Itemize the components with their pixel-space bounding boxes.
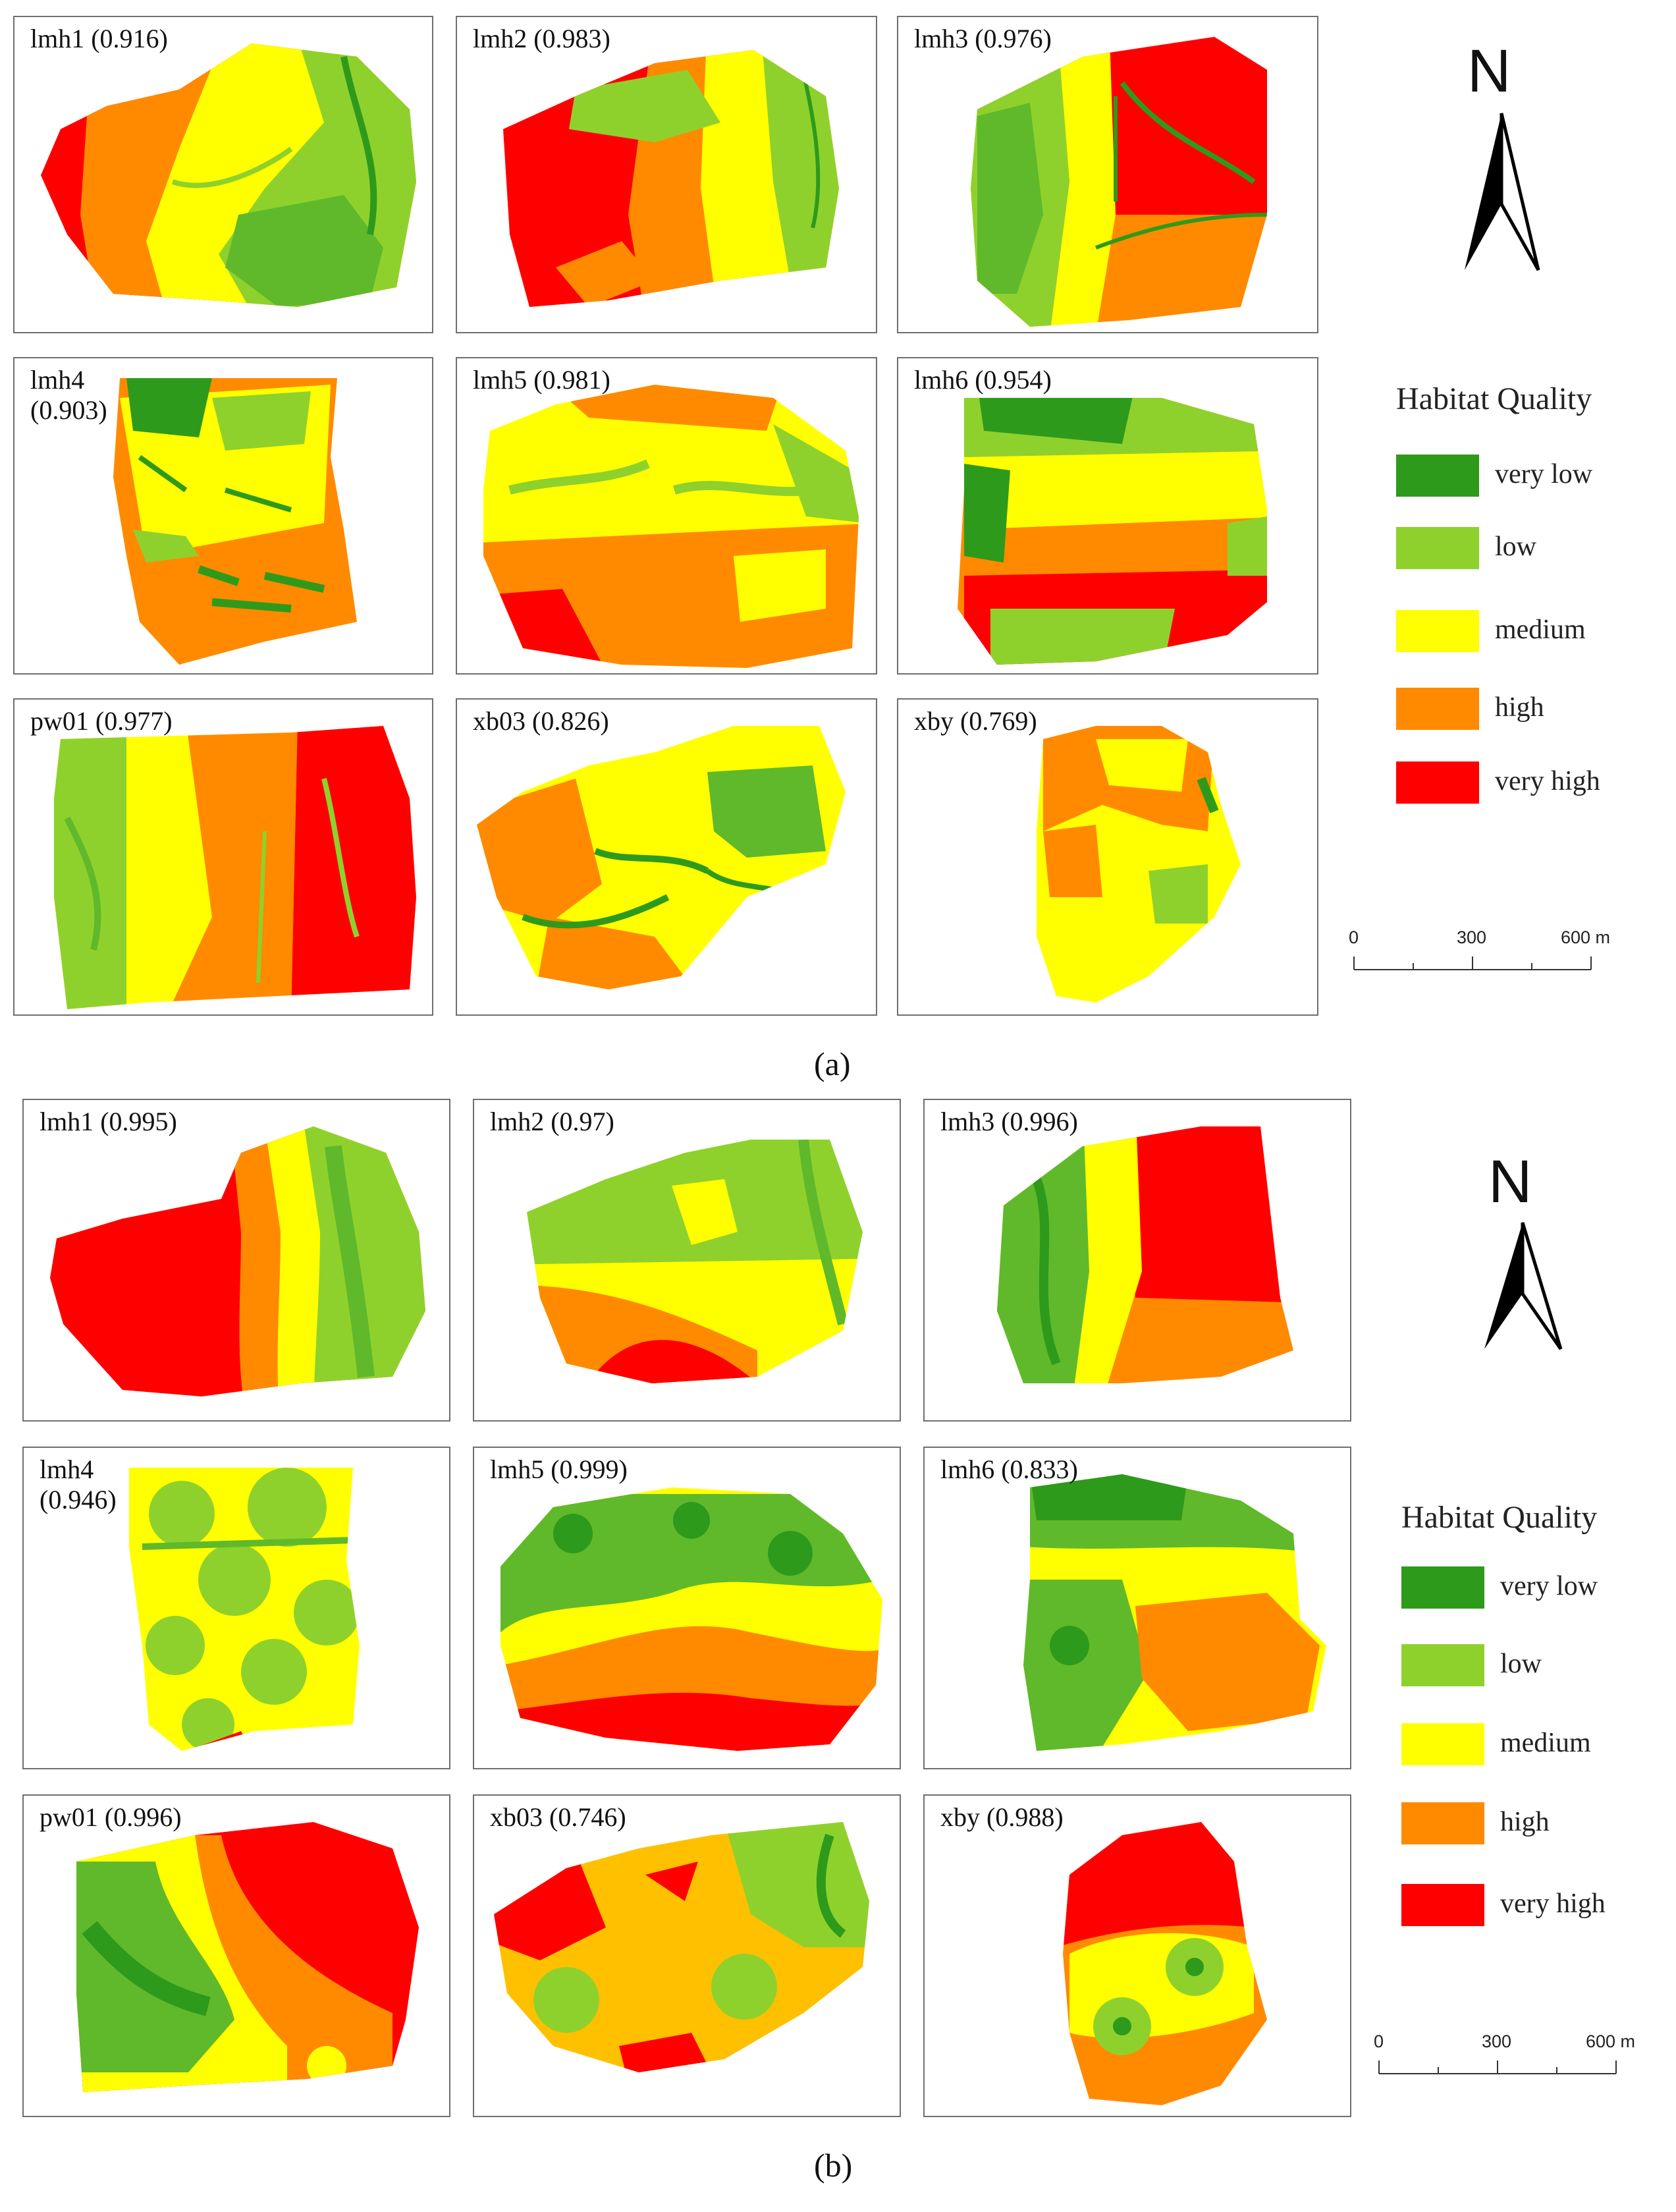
panel-label: lmh6 (0.833) xyxy=(940,1454,1078,1484)
scale-label-600: 600 m xyxy=(1586,2032,1636,2051)
panel-label: lmh1 (0.995) xyxy=(40,1107,177,1136)
legend-title: Habitat Quality xyxy=(1396,381,1592,416)
legend-swatch xyxy=(1396,610,1479,652)
habitat-map xyxy=(500,1487,882,1751)
map-panel-lmh1-a: lmh1 (0.916) xyxy=(13,16,433,333)
legend-label: low xyxy=(1495,532,1536,562)
map-panel-xb03-a: xb03 (0.826) xyxy=(456,698,877,1016)
habitat-map xyxy=(483,385,859,668)
map-panel-lmh4-b: lmh4 (0.946) xyxy=(22,1447,450,1769)
map-panel-lmh2-b: lmh2 (0.97) xyxy=(473,1099,901,1422)
habitat-map xyxy=(76,1822,419,2092)
north-arrow: N xyxy=(1449,41,1554,278)
habitat-map xyxy=(958,398,1267,665)
legend-label: very low xyxy=(1500,1571,1598,1601)
panel-label: lmh4 (0.903) xyxy=(30,365,107,425)
legend-title: Habitat Quality xyxy=(1401,1500,1598,1535)
scale-label-300: 300 xyxy=(1482,2032,1512,2051)
habitat-map xyxy=(477,726,846,989)
panel-label: xb03 (0.746) xyxy=(490,1802,626,1832)
map-panel-lmh6-b: lmh6 (0.833) xyxy=(923,1447,1351,1769)
scale-label-300: 300 xyxy=(1457,927,1487,947)
north-label: N xyxy=(1488,1148,1532,1215)
scale-line xyxy=(1353,956,1592,970)
north-arrow-icon xyxy=(1484,1222,1563,1350)
map-panel-lmh2-a: lmh2 (0.983) xyxy=(456,16,877,333)
panel-label: xby (0.988) xyxy=(940,1802,1064,1832)
habitat-map xyxy=(503,50,839,307)
panel-label: lmh2 (0.97) xyxy=(490,1107,614,1136)
legend-label: high xyxy=(1500,1807,1550,1837)
legend-label: very high xyxy=(1500,1889,1606,1919)
habitat-map xyxy=(41,43,416,307)
panel-label: xby (0.769) xyxy=(914,706,1037,736)
map-panel-pw01-a: pw01 (0.977) xyxy=(13,698,433,1016)
legend-swatch xyxy=(1401,1644,1484,1686)
panel-label: pw01 (0.977) xyxy=(30,706,173,736)
legend-swatch xyxy=(1396,688,1479,730)
map-panel-lmh1-b: lmh1 (0.995) xyxy=(22,1099,450,1422)
panel-label: lmh3 (0.996) xyxy=(940,1107,1078,1136)
legend-label: high xyxy=(1495,692,1544,723)
scale-line xyxy=(1378,2060,1617,2074)
legend-swatch xyxy=(1401,1723,1484,1765)
map-panel-xb03-b: xb03 (0.746) xyxy=(473,1794,901,2117)
map-panel-xby-a: xby (0.769) xyxy=(897,698,1318,1016)
habitat-map xyxy=(113,378,357,665)
habitat-map xyxy=(997,1126,1293,1383)
north-arrow-icon xyxy=(1465,113,1540,271)
panel-label: pw01 (0.996) xyxy=(40,1802,182,1832)
habitat-map xyxy=(527,1140,863,1383)
legend-label: medium xyxy=(1495,615,1586,645)
north-label: N xyxy=(1467,38,1511,105)
panel-label: lmh3 (0.976) xyxy=(914,24,1052,53)
habitat-map xyxy=(50,1126,425,1396)
map-panel-lmh5-a: lmh5 (0.981) xyxy=(456,357,877,675)
habitat-map xyxy=(54,726,416,1009)
legend-swatch xyxy=(1396,455,1479,497)
scale-label-0: 0 xyxy=(1374,2032,1384,2051)
scale-bar: 0 300 600 m xyxy=(1368,2026,1658,2092)
figure-caption-a: (a) xyxy=(814,1045,851,1082)
map-panel-lmh6-a: lmh6 (0.954) xyxy=(897,357,1318,675)
legend-swatch xyxy=(1401,1884,1484,1926)
legend-swatch xyxy=(1396,761,1479,804)
legend-label: medium xyxy=(1500,1728,1591,1758)
map-panel-lmh3-b: lmh3 (0.996) xyxy=(923,1099,1351,1422)
legend-swatch xyxy=(1396,527,1479,569)
scale-label-0: 0 xyxy=(1349,927,1359,947)
habitat-map xyxy=(1037,726,1241,1003)
panel-label: lmh5 (0.981) xyxy=(473,365,610,395)
map-panel-xby-b: xby (0.988) xyxy=(923,1794,1351,2117)
legend-label: low xyxy=(1500,1649,1542,1679)
habitat-map xyxy=(1023,1474,1326,1751)
map-panel-lmh4-a: lmh4 (0.903) xyxy=(13,357,433,675)
habitat-map xyxy=(494,1822,869,2072)
north-arrow: N xyxy=(1470,1151,1575,1389)
map-panel-lmh3-a: lmh3 (0.976) xyxy=(897,16,1318,333)
panel-label: xb03 (0.826) xyxy=(473,706,609,736)
panel-label: lmh2 (0.983) xyxy=(473,24,610,53)
panel-label: lmh4 (0.946) xyxy=(40,1454,117,1514)
habitat-map xyxy=(129,1468,360,1751)
legend-swatch xyxy=(1401,1566,1484,1609)
map-panel-lmh5-b: lmh5 (0.999) xyxy=(473,1447,901,1769)
legend-swatch xyxy=(1401,1802,1484,1844)
legend-label: very high xyxy=(1495,766,1600,796)
legend-label: very low xyxy=(1495,459,1593,489)
panel-label: lmh5 (0.999) xyxy=(490,1454,628,1484)
figure-caption-b: (b) xyxy=(814,2147,853,2184)
scale-label-600: 600 m xyxy=(1561,927,1611,947)
map-panel-pw01-b: pw01 (0.996) xyxy=(22,1794,450,2117)
scale-bar: 0 300 600 m xyxy=(1343,922,1633,988)
habitat-map xyxy=(1063,1822,1267,2105)
habitat-map xyxy=(971,37,1267,327)
panel-label: lmh6 (0.954) xyxy=(914,365,1052,395)
panel-label: lmh1 (0.916) xyxy=(30,24,168,53)
